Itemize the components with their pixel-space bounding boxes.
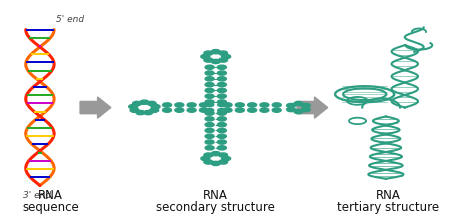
Text: sequence: sequence <box>22 201 79 214</box>
Circle shape <box>187 108 196 112</box>
Circle shape <box>144 110 153 115</box>
Circle shape <box>205 94 214 98</box>
Circle shape <box>211 59 220 64</box>
Circle shape <box>218 108 226 112</box>
Circle shape <box>163 108 172 112</box>
Circle shape <box>205 146 214 150</box>
Circle shape <box>211 151 220 156</box>
Text: RNA: RNA <box>38 189 63 202</box>
Circle shape <box>205 77 214 81</box>
Text: 5' end: 5' end <box>56 15 84 24</box>
Circle shape <box>236 108 244 112</box>
Circle shape <box>205 140 214 144</box>
Circle shape <box>294 101 303 106</box>
Circle shape <box>218 65 227 69</box>
Circle shape <box>219 51 228 55</box>
Circle shape <box>205 100 214 104</box>
Circle shape <box>272 103 281 107</box>
Circle shape <box>222 156 231 161</box>
Circle shape <box>218 94 227 98</box>
Circle shape <box>205 65 214 69</box>
Circle shape <box>218 82 227 87</box>
Circle shape <box>218 71 227 75</box>
Circle shape <box>175 108 184 112</box>
Circle shape <box>222 54 231 59</box>
Circle shape <box>218 88 227 93</box>
Circle shape <box>218 103 226 107</box>
FancyArrow shape <box>297 97 328 118</box>
Circle shape <box>301 108 310 112</box>
Circle shape <box>287 108 296 112</box>
Circle shape <box>247 103 256 107</box>
Text: tertiary structure: tertiary structure <box>337 201 439 214</box>
Circle shape <box>287 103 296 108</box>
Circle shape <box>205 71 214 75</box>
Circle shape <box>204 160 213 164</box>
Circle shape <box>187 103 196 107</box>
FancyArrow shape <box>80 97 111 118</box>
Circle shape <box>247 108 256 112</box>
Circle shape <box>223 103 232 107</box>
Circle shape <box>260 108 269 112</box>
Circle shape <box>136 110 145 115</box>
Circle shape <box>150 108 159 112</box>
Circle shape <box>218 100 227 104</box>
Text: secondary structure: secondary structure <box>156 201 275 214</box>
Circle shape <box>205 128 214 133</box>
Circle shape <box>218 123 227 127</box>
Text: RNA: RNA <box>376 189 401 202</box>
Circle shape <box>218 77 227 81</box>
Circle shape <box>205 82 214 87</box>
Circle shape <box>206 103 214 107</box>
Circle shape <box>223 108 232 112</box>
Circle shape <box>140 100 149 104</box>
Circle shape <box>219 58 228 62</box>
Circle shape <box>219 160 228 164</box>
Circle shape <box>151 105 160 109</box>
Text: RNA: RNA <box>203 189 228 202</box>
Circle shape <box>129 105 137 109</box>
Circle shape <box>211 50 220 54</box>
Circle shape <box>272 108 281 112</box>
Circle shape <box>218 146 227 150</box>
Circle shape <box>236 103 244 107</box>
Circle shape <box>204 51 213 55</box>
Circle shape <box>201 156 210 161</box>
Circle shape <box>133 101 142 106</box>
Circle shape <box>204 58 213 62</box>
Circle shape <box>206 108 214 112</box>
Text: 3' end: 3' end <box>23 191 52 200</box>
Circle shape <box>218 140 227 144</box>
Circle shape <box>205 117 214 121</box>
Circle shape <box>218 134 227 138</box>
Circle shape <box>218 128 227 133</box>
Circle shape <box>205 134 214 138</box>
Circle shape <box>205 88 214 93</box>
Circle shape <box>294 110 303 114</box>
Circle shape <box>218 111 227 115</box>
Circle shape <box>147 101 156 106</box>
Circle shape <box>163 103 172 107</box>
Circle shape <box>205 111 214 115</box>
Circle shape <box>201 54 210 59</box>
Circle shape <box>130 108 139 112</box>
Circle shape <box>200 103 209 107</box>
Circle shape <box>260 103 269 107</box>
Circle shape <box>219 153 228 157</box>
Circle shape <box>218 117 227 121</box>
Circle shape <box>175 103 184 107</box>
Circle shape <box>200 108 209 112</box>
Circle shape <box>211 161 220 166</box>
Circle shape <box>205 123 214 127</box>
Circle shape <box>301 103 310 108</box>
Circle shape <box>204 153 213 157</box>
